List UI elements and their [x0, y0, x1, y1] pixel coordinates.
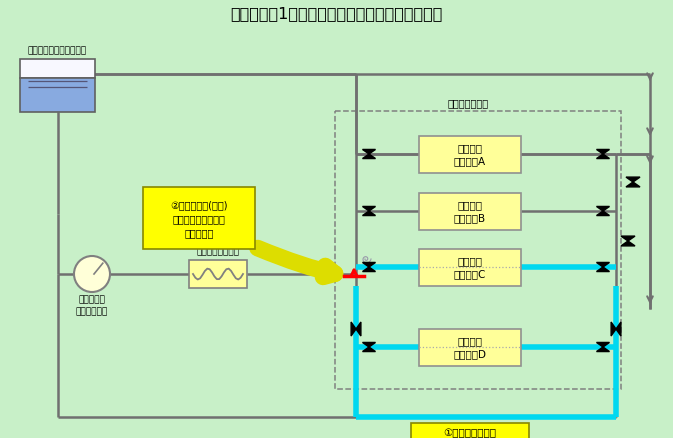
Polygon shape	[596, 150, 610, 159]
Text: 格納容器
空調装置D: 格納容器 空調装置D	[454, 336, 487, 359]
Text: 原子炉格納容器: 原子炉格納容器	[448, 98, 489, 108]
Bar	[419, 136, 521, 173]
Bar	[419, 193, 521, 230]
Text: 原子炉補機
冷却水ポンプ: 原子炉補機 冷却水ポンプ	[76, 295, 108, 316]
Bar	[335, 112, 621, 389]
Polygon shape	[363, 150, 376, 159]
Polygon shape	[626, 178, 640, 187]
Text: ①隔離範囲を拡大: ①隔離範囲を拡大	[444, 427, 497, 437]
Text: ②隔離の変更(拡大)
に伴う弁開により純
水が流れる: ②隔離の変更(拡大) に伴う弁開により純 水が流れる	[170, 200, 227, 237]
Polygon shape	[596, 263, 610, 272]
Circle shape	[74, 256, 110, 292]
Bar	[419, 249, 521, 286]
Text: 原子炉補機冷却器: 原子炉補機冷却器	[197, 247, 240, 255]
Text: 格納容器
空調装置C: 格納容器 空調装置C	[454, 256, 486, 279]
Polygon shape	[363, 207, 376, 216]
Bar	[143, 187, 255, 249]
Polygon shape	[596, 207, 610, 216]
Text: 補機冷却水サージタンク: 補機冷却水サージタンク	[28, 46, 87, 55]
Polygon shape	[363, 263, 376, 272]
Polygon shape	[611, 322, 621, 336]
Polygon shape	[351, 322, 361, 336]
Polygon shape	[621, 237, 635, 246]
Text: 格納容器
空調装置B: 格納容器 空調装置B	[454, 200, 486, 223]
Bar	[411, 423, 529, 438]
Polygon shape	[596, 343, 610, 352]
Bar	[20, 78, 95, 113]
Text: 伊方発電所1号機　原子炉補機冷却水系統概略図: 伊方発電所1号機 原子炉補機冷却水系統概略図	[229, 7, 442, 21]
Polygon shape	[363, 343, 376, 352]
Bar	[189, 261, 247, 288]
Bar	[20, 60, 95, 78]
Bar	[419, 329, 521, 366]
Text: 格納容器
空調装置A: 格納容器 空調装置A	[454, 143, 486, 166]
